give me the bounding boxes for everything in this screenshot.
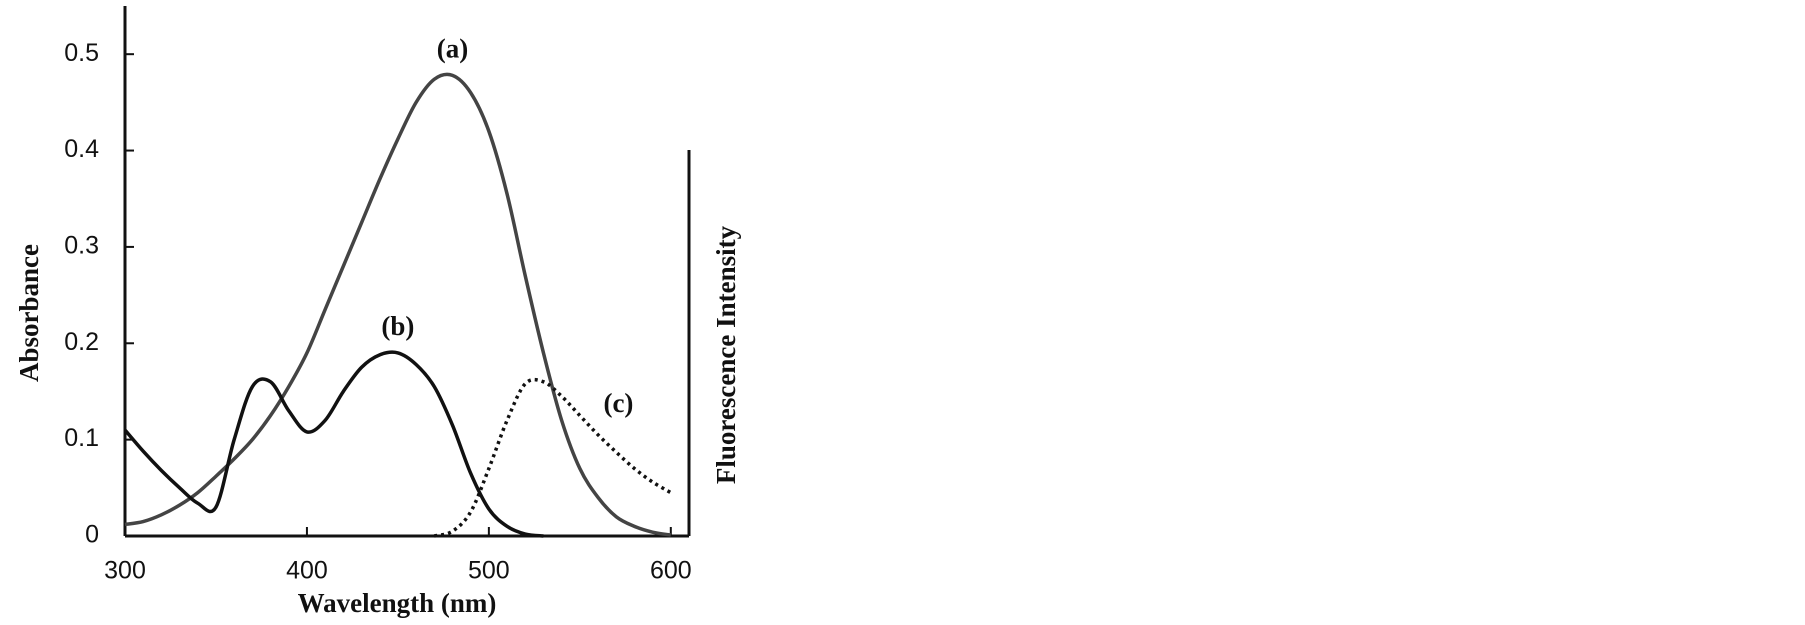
x-tick-label: 400 bbox=[286, 557, 328, 585]
y-tick-label: 0.5 bbox=[64, 39, 99, 67]
y-tick-label: 0.1 bbox=[64, 424, 99, 452]
x-axis-label: Wavelength (nm) bbox=[298, 588, 497, 618]
y-tick-label: 0.4 bbox=[64, 135, 99, 163]
series-label: (a) bbox=[437, 33, 468, 63]
x-tick-label: 300 bbox=[104, 557, 146, 585]
series-line bbox=[124, 72, 672, 537]
series-line bbox=[123, 350, 544, 538]
y-tick-label: 0 bbox=[85, 521, 99, 549]
series-line bbox=[433, 377, 672, 538]
series-label: (c) bbox=[603, 388, 633, 418]
y-tick-label: 0.3 bbox=[64, 232, 99, 260]
y-tick-label: 0.2 bbox=[64, 328, 99, 356]
x-tick-label: 600 bbox=[650, 557, 692, 585]
y-axis-label: Absorbance bbox=[14, 244, 44, 382]
y2-axis-label: Fluorescence Intensity bbox=[711, 225, 741, 484]
series-label: (b) bbox=[381, 311, 414, 341]
x-tick-label: 500 bbox=[468, 557, 510, 585]
